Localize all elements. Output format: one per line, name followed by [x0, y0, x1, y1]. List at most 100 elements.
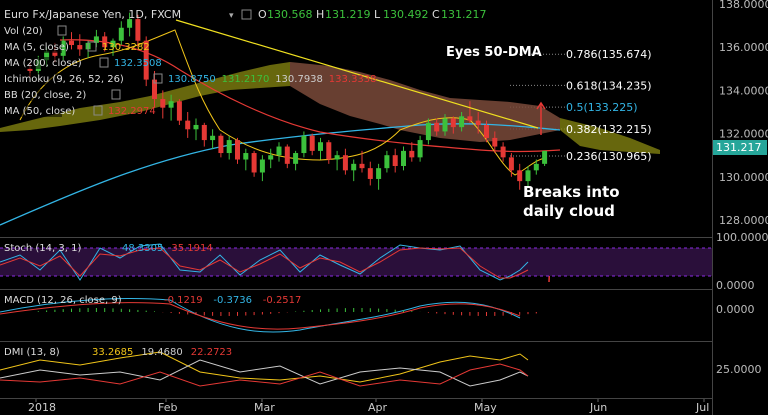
ohlc-key: C: [432, 8, 440, 21]
current-price-label: 131.217: [716, 141, 762, 154]
cloud-bullish: [0, 62, 290, 132]
legend-row[interactable]: Ichimoku (9, 26, 52, 26) 130.8750 131.2170…: [2, 73, 377, 85]
annotation-eyes-50dma: Eyes 50-DMA: [446, 45, 542, 60]
legend-toggle-icon[interactable]: [153, 73, 163, 84]
candle: [110, 38, 116, 56]
candle: [218, 133, 224, 158]
ohlc-key: H: [316, 8, 324, 21]
candle: [226, 135, 232, 160]
sub-legend-value: -0.3736: [213, 295, 252, 306]
time-tick: Jul: [695, 401, 709, 414]
candle: [450, 116, 456, 134]
sub-pane-tick: 0.0000: [716, 279, 755, 292]
pane-separators: [0, 0, 713, 415]
macd-line: [0, 298, 521, 333]
candle: [442, 114, 448, 136]
candle: [492, 131, 498, 154]
candle: [326, 140, 332, 164]
legend-toggle-icon[interactable]: [111, 89, 121, 100]
ohlc-value: 130.568: [267, 8, 313, 21]
candle: [185, 112, 191, 138]
cloud-bearish: [290, 62, 560, 142]
legend-toggle-icon[interactable]: [99, 57, 109, 68]
ma-5-line: [19, 29, 546, 176]
ohlc-key: O: [258, 8, 267, 21]
price-tick: 130.0000: [719, 171, 768, 184]
sub-legend-label: MACD (12, 26, close, 9): [4, 295, 122, 306]
sub-legend-label: DMI (13, 8): [4, 347, 60, 358]
sub-legend-value: 48.3305: [122, 243, 163, 254]
sub-legend-value: -0.2517: [263, 295, 302, 306]
stoch-d-line: [0, 247, 529, 279]
fib-labels: 0.786(135.674) 0.618(134.235) 0.5(133.225)…: [566, 48, 652, 163]
sub-legend-stoch[interactable]: Stoch (14, 3, 1) 48.3305 35.1914: [4, 243, 213, 254]
candle: [342, 148, 348, 175]
legend-row[interactable]: Vol (20): [2, 25, 67, 37]
candle: [284, 144, 290, 169]
candle: [201, 122, 207, 147]
candle: [351, 159, 357, 182]
sub-legend-value: 22.2723: [191, 347, 232, 358]
legend-row[interactable]: MA (50, close) 132.2974: [2, 105, 156, 117]
symbol-title[interactable]: Euro Fx/Japanese Yen, 1D, FXCM: [4, 8, 181, 21]
candle: [517, 163, 523, 190]
cloud-bullish-future: [560, 118, 660, 154]
time-tick: Apr: [368, 401, 388, 414]
candle: [293, 150, 299, 171]
sub-pane-tick: 25.0000: [716, 363, 762, 376]
candle: [77, 34, 83, 56]
price-tick: 136.0000: [719, 41, 768, 54]
candle: [102, 32, 108, 52]
annotation-breaks-line1: Breaks into: [523, 183, 620, 201]
candle: [193, 118, 199, 141]
legend-row[interactable]: MA (5, close) 130.3282: [2, 41, 150, 53]
sub-legend-value: 19.4680: [141, 347, 182, 358]
candle: [243, 148, 249, 171]
legend-label: Vol (20): [4, 26, 43, 37]
price-tick: 132.0000: [719, 128, 768, 141]
candle: [318, 137, 323, 160]
price-axis: 138.0000 136.0000 134.0000 132.0000 130.0000…: [719, 0, 768, 227]
candle: [309, 133, 315, 156]
legend-value: 132.2974: [108, 106, 156, 117]
sub-legend-macd[interactable]: MACD (12, 26, close, 9) -0.1219 -0.3736 -0.…: [4, 295, 301, 306]
time-tick: Mar: [254, 401, 275, 414]
sub-pane-tick: 100.0000: [716, 231, 768, 244]
candle: [434, 118, 440, 136]
sub-legend-value: 33.2685: [92, 347, 133, 358]
ohlc-key: L: [374, 8, 381, 21]
price-tick: 138.0000: [719, 0, 768, 11]
ohlc-value: 131.219: [325, 8, 371, 21]
candle: [500, 142, 506, 162]
candle: [259, 155, 265, 182]
legend-row[interactable]: MA (200, close) 132.3508: [2, 57, 162, 69]
candle: [367, 161, 373, 186]
candle: [376, 163, 382, 190]
legend-label: BB (20, close, 2): [4, 90, 86, 101]
candle: [69, 32, 74, 50]
price-tick: 134.0000: [719, 84, 768, 97]
candle: [508, 153, 514, 177]
candle: [176, 99, 182, 125]
macd-signal-line: [0, 302, 521, 330]
legend-toggle-icon[interactable]: [93, 105, 103, 116]
chart-header: Euro Fx/Japanese Yen, 1D, FXCM ▾ O 130.56…: [4, 8, 487, 21]
ichimoku-cloud: [0, 62, 660, 154]
candle: [118, 21, 124, 46]
ohlc-values: O 130.568 H 131.219 L 130.492 C 131.217: [258, 8, 487, 21]
sub-legend-dmi[interactable]: DMI (13, 8) 33.2685 19.4680 22.2723: [4, 347, 232, 358]
symbol-dropdown-icon[interactable]: ▾: [229, 11, 234, 21]
settings-icon[interactable]: [241, 9, 252, 20]
candle: [268, 148, 274, 169]
legend-value: 131.2170: [222, 74, 270, 85]
legend-toggle-icon[interactable]: [57, 25, 67, 36]
candle: [60, 36, 66, 61]
legend-value: 133.3338: [329, 74, 377, 85]
legend-toggle-icon[interactable]: [87, 41, 97, 52]
indicator-legend: Vol (20) MA (5, close) 130.3282 MA (200, cl…: [2, 25, 377, 117]
legend-row[interactable]: BB (20, close, 2): [2, 89, 121, 101]
candle: [235, 137, 240, 164]
dmi-minus-line: [0, 363, 529, 387]
